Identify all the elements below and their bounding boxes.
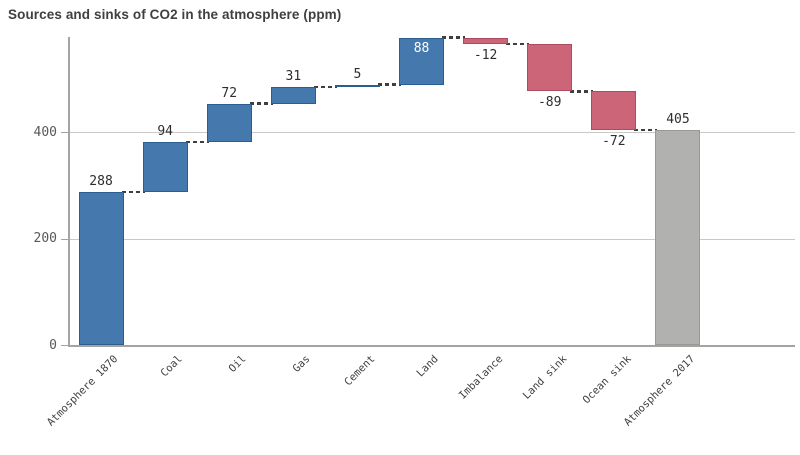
bar-land[interactable] xyxy=(399,37,445,85)
y-tick-mark xyxy=(60,238,69,240)
x-category-label: Oil xyxy=(226,353,249,375)
y-axis-line xyxy=(68,36,70,347)
waterfall-connector xyxy=(313,85,337,89)
bar-value-label: 94 xyxy=(157,124,173,140)
x-category-label: Imbalance xyxy=(456,353,506,402)
bar-value-label: 72 xyxy=(221,85,238,101)
y-tick-mark xyxy=(60,132,69,133)
y-tick-label: 400 xyxy=(33,124,57,140)
x-category-label: Atmosphere 2017 xyxy=(621,353,698,429)
y-gridline xyxy=(69,238,795,240)
bar-value-label: -89 xyxy=(537,95,562,111)
bar-coal[interactable] xyxy=(142,142,188,193)
x-category-label: Coal xyxy=(158,353,185,380)
bar-value-label: 31 xyxy=(285,69,302,85)
y-tick-label: 0 xyxy=(49,337,57,353)
x-category-label: Land sink xyxy=(520,353,570,402)
waterfall-connector xyxy=(506,42,530,46)
bar-ocean-sink[interactable] xyxy=(591,91,637,130)
bar-value-label: -72 xyxy=(602,133,626,149)
waterfall-connector xyxy=(634,128,658,132)
waterfall-connector xyxy=(377,83,402,86)
bar-atmosphere-1870[interactable] xyxy=(78,192,124,346)
x-axis-baseline xyxy=(69,345,795,347)
x-category-label: Land xyxy=(414,353,442,380)
bar-gas[interactable] xyxy=(270,87,316,104)
waterfall-connector xyxy=(570,90,594,93)
chart-title: Sources and sinks of CO2 in the atmosphe… xyxy=(8,7,342,22)
bar-cement[interactable] xyxy=(334,84,380,88)
waterfall-connector xyxy=(249,102,273,105)
waterfall-connector xyxy=(121,190,145,194)
bar-value-label: 405 xyxy=(666,111,690,127)
bar-imbalance[interactable] xyxy=(463,37,509,45)
y-tick-label: 200 xyxy=(33,231,57,246)
bar-oil[interactable] xyxy=(206,103,252,143)
waterfall-connector xyxy=(185,140,209,144)
x-category-label: Atmosphere 1870 xyxy=(45,353,121,429)
y-gridline xyxy=(69,132,795,133)
bar-value-label: 5 xyxy=(353,66,362,82)
x-category-label: Ocean sink xyxy=(580,353,634,407)
x-category-label: Gas xyxy=(290,353,313,375)
x-category-label: Cement xyxy=(341,353,377,389)
waterfall-connector xyxy=(442,36,466,39)
bar-value-label: -12 xyxy=(473,48,498,64)
bar-value-label: 88 xyxy=(413,40,430,56)
y-tick-mark xyxy=(60,345,69,346)
bar-land-sink[interactable] xyxy=(527,44,573,92)
bar-atmosphere-2017[interactable] xyxy=(655,129,701,346)
bar-value-label: 288 xyxy=(89,174,113,190)
